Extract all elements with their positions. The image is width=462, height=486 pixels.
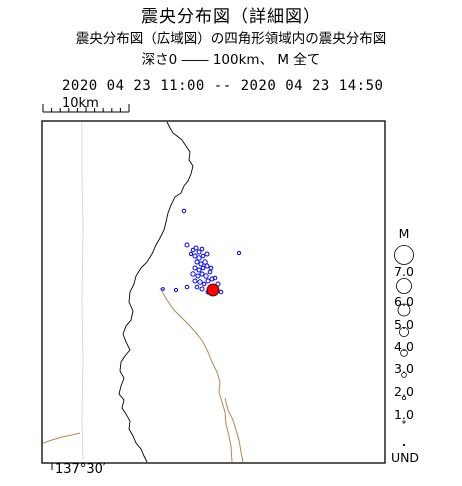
prefecture-border: [81, 122, 84, 461]
longitude-label: 137°30′: [55, 462, 106, 477]
largest-event-marker: [206, 283, 220, 297]
search-conditions: 深さ0 ―― 100km、 M 全て: [141, 52, 321, 68]
legend-label-und: UND: [390, 450, 420, 465]
epicenters: [161, 208, 242, 295]
legend-label-3: 3.0: [394, 361, 414, 376]
legend-title: M: [398, 226, 410, 241]
scale-bar-label: 10km: [62, 96, 99, 111]
magnitude-legend: [394, 245, 414, 447]
legend-label-2: 2.0: [394, 384, 414, 399]
legend-label-4: 4.0: [394, 339, 414, 354]
legend-label-5: 5.0: [394, 317, 414, 332]
map-title: 震央分布図（詳細図）: [141, 7, 321, 27]
coastline: [118, 121, 194, 463]
active-faults: [42, 287, 244, 463]
legend-label-7: 7.0: [394, 264, 414, 279]
map-subtitle: 震央分布図（広域図）の四角形領域内の震央分布図: [75, 31, 387, 47]
map-frame: [41, 120, 386, 464]
scale-bar: [42, 104, 130, 113]
legend-label-1: 1.0: [394, 407, 414, 422]
time-period: 2020 04 23 11:00 -- 2020 04 23 14:50: [62, 78, 384, 94]
legend-label-6: 6.0: [394, 294, 414, 309]
